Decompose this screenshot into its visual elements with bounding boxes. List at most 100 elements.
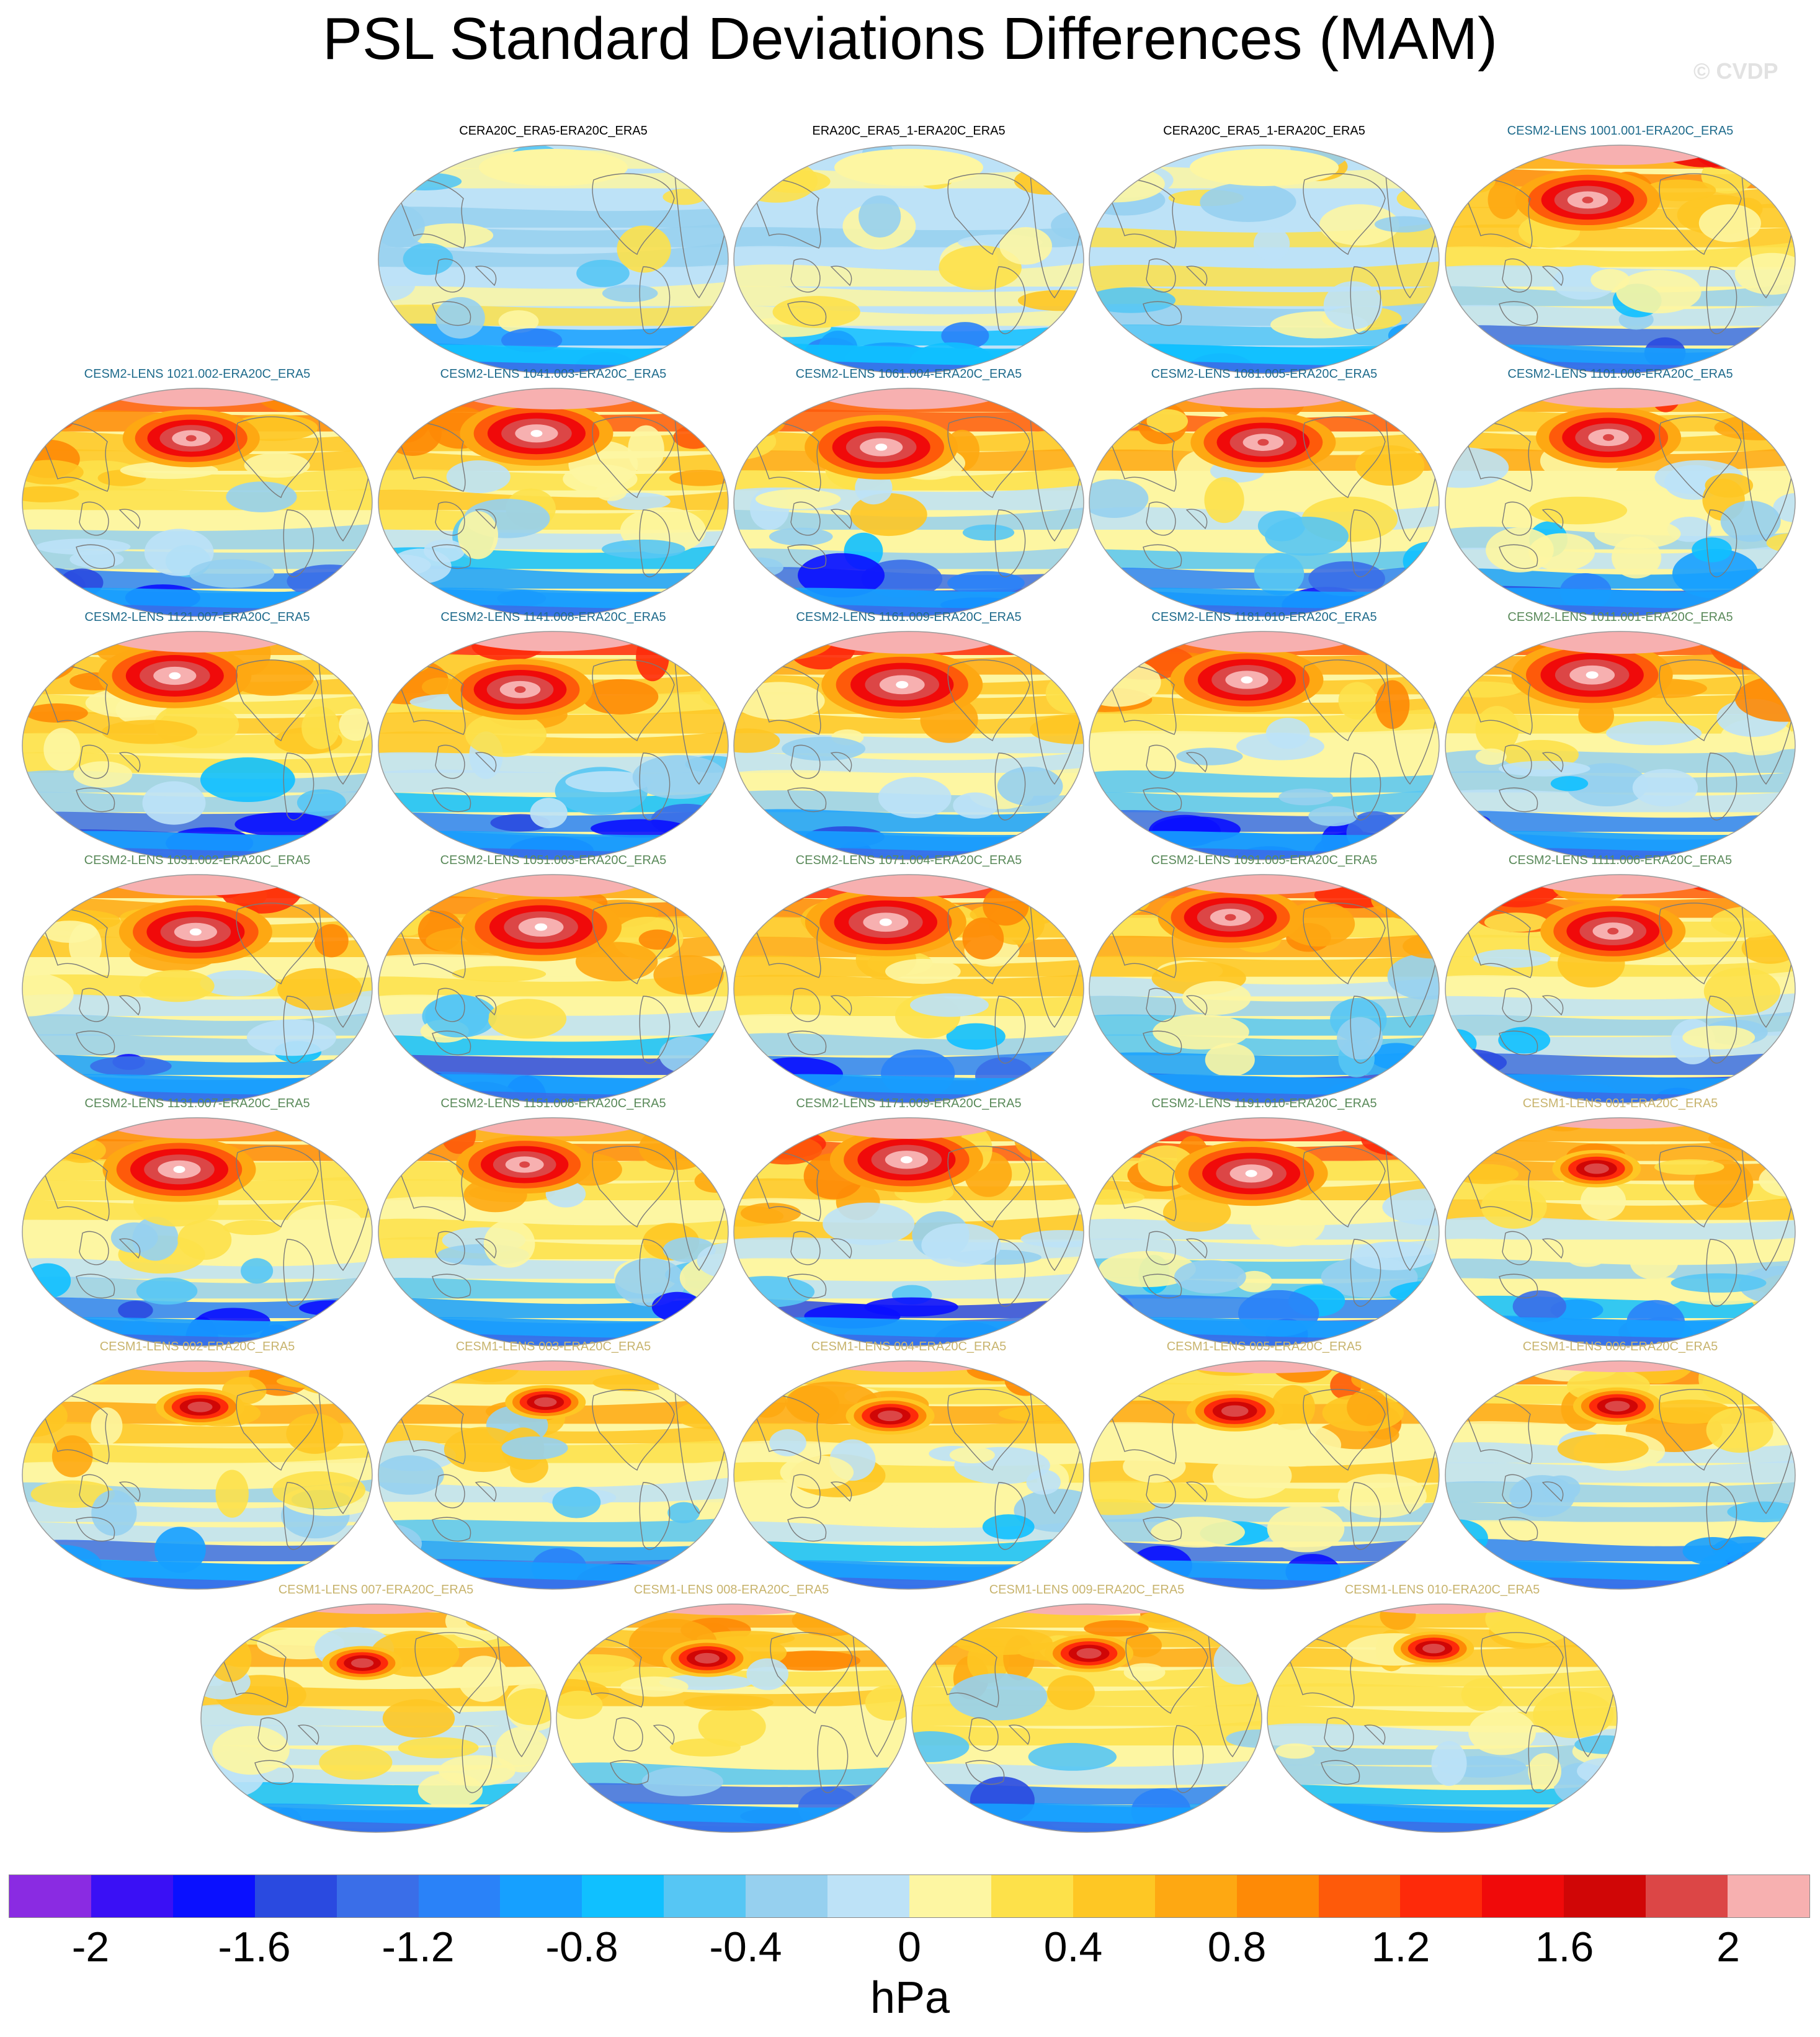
contour-blob xyxy=(201,1770,225,1813)
land-outline xyxy=(1143,787,1182,813)
land-outline xyxy=(432,301,471,326)
contour-blob xyxy=(586,1731,619,1758)
land-outline xyxy=(118,1481,141,1502)
land-outline xyxy=(787,301,827,326)
contour-blob xyxy=(747,391,807,411)
contour-blob xyxy=(576,259,630,287)
land-outline xyxy=(1105,179,1177,249)
contour-blob xyxy=(234,812,332,837)
map-panel: CESM1-LENS 007-ERA20C_ERA5 xyxy=(199,1583,553,1833)
land-outline xyxy=(1303,659,1386,741)
anomaly-core xyxy=(514,686,526,693)
contour-blob xyxy=(878,777,952,818)
globe-border xyxy=(733,388,1084,617)
globe-border xyxy=(733,145,1084,374)
globe-map xyxy=(1445,145,1796,374)
contour-blob xyxy=(632,755,726,800)
land-outline xyxy=(283,996,314,1064)
contour-blob xyxy=(1253,226,1290,261)
globe-border xyxy=(1445,388,1796,617)
contour-blob xyxy=(446,460,511,493)
globe-border xyxy=(556,1603,907,1833)
globe-border xyxy=(22,388,373,617)
contour-blob xyxy=(1549,1604,1617,1620)
contour-blob xyxy=(1095,145,1135,166)
land-outline xyxy=(236,903,319,984)
contour-blob xyxy=(226,481,297,512)
contour-blob xyxy=(1125,1633,1162,1657)
panel-label: CESM1-LENS 007-ERA20C_ERA5 xyxy=(278,1583,474,1597)
globe-border xyxy=(22,1360,373,1590)
panel-label: CESM2-LENS 1181.010-ERA20C_ERA5 xyxy=(1151,610,1377,624)
panel-label: CERA20C_ERA5-ERA20C_ERA5 xyxy=(459,124,648,138)
land-outline xyxy=(1499,1517,1538,1542)
land-outline xyxy=(1706,266,1737,334)
land-outline xyxy=(79,744,109,779)
contour-blob xyxy=(1484,912,1548,932)
contour-blob xyxy=(734,648,754,674)
land-outline xyxy=(947,173,1030,255)
contour-blob xyxy=(43,728,81,771)
contour-blob xyxy=(734,159,818,203)
contour-blob xyxy=(746,1385,787,1418)
land-outline xyxy=(1461,1151,1533,1221)
anomaly-core xyxy=(1430,1646,1437,1651)
map-panel: CESM2-LENS 1141.008-ERA20C_ERA5 xyxy=(377,610,730,860)
contour-blob xyxy=(1412,631,1439,662)
colorbar-swatch xyxy=(1482,1875,1564,1917)
land-outline xyxy=(947,903,1030,984)
panel-label: CESM2-LENS 1171.009-ERA20C_ERA5 xyxy=(796,1097,1022,1110)
contour-blob xyxy=(662,189,705,205)
land-outline xyxy=(1303,416,1386,498)
colorbar-swatch xyxy=(582,1875,664,1917)
land-outline xyxy=(1185,1238,1208,1259)
contour-band xyxy=(734,809,1084,832)
land-outline xyxy=(592,903,675,984)
contour-blob xyxy=(136,1277,198,1305)
contour-blob xyxy=(1431,1741,1467,1786)
land-outline xyxy=(283,1239,314,1307)
contour-blob xyxy=(1734,252,1795,295)
anomaly-core xyxy=(1245,1170,1257,1177)
panel-label: CESM1-LENS 005-ERA20C_ERA5 xyxy=(1166,1340,1362,1353)
land-outline xyxy=(750,1151,821,1221)
contour-blob xyxy=(101,720,198,744)
globe-map xyxy=(1445,1117,1796,1347)
contour-blob xyxy=(378,145,450,170)
contour-blob xyxy=(1528,1753,1561,1790)
anomaly-core xyxy=(1607,927,1619,935)
contour-blob xyxy=(142,781,206,825)
contour-blob xyxy=(1710,906,1790,938)
panel-label: CESM2-LENS 1051.003-ERA20C_ERA5 xyxy=(440,854,667,867)
contour-blob xyxy=(299,1300,366,1316)
land-outline xyxy=(1350,266,1381,334)
contour-blob xyxy=(91,1407,123,1445)
arctic-cap xyxy=(448,631,659,651)
panel-label: CESM2-LENS 1131.007-ERA20C_ERA5 xyxy=(84,1097,310,1110)
land-outline xyxy=(1502,501,1532,536)
contour-blob xyxy=(445,1604,514,1641)
anomaly-core xyxy=(1603,434,1615,441)
contour-blob xyxy=(1110,1361,1148,1384)
globe-map xyxy=(378,145,729,374)
arctic-cap xyxy=(1159,1118,1370,1139)
colorbar-swatch xyxy=(1154,1875,1237,1917)
colorbar-tick-label: 0.4 xyxy=(1043,1923,1103,1971)
contour-blob xyxy=(734,388,798,403)
contour-blob xyxy=(552,1486,601,1518)
contour-blob xyxy=(1323,281,1383,329)
contour-blob xyxy=(383,410,442,456)
colorbar-swatch xyxy=(1400,1875,1483,1917)
land-outline xyxy=(257,1717,288,1752)
land-outline xyxy=(790,987,821,1022)
land-outline xyxy=(610,1760,649,1785)
land-outline xyxy=(414,1632,497,1714)
contour-blob xyxy=(229,660,314,696)
contour-blob xyxy=(241,1258,274,1284)
contour-blob xyxy=(1347,1389,1390,1426)
land-outline xyxy=(475,1238,497,1259)
contour-blob xyxy=(22,460,84,485)
land-outline xyxy=(1659,1389,1742,1471)
panel-label: CESM2-LENS 1091.005-ERA20C_ERA5 xyxy=(1151,854,1378,867)
land-outline xyxy=(830,1481,852,1502)
